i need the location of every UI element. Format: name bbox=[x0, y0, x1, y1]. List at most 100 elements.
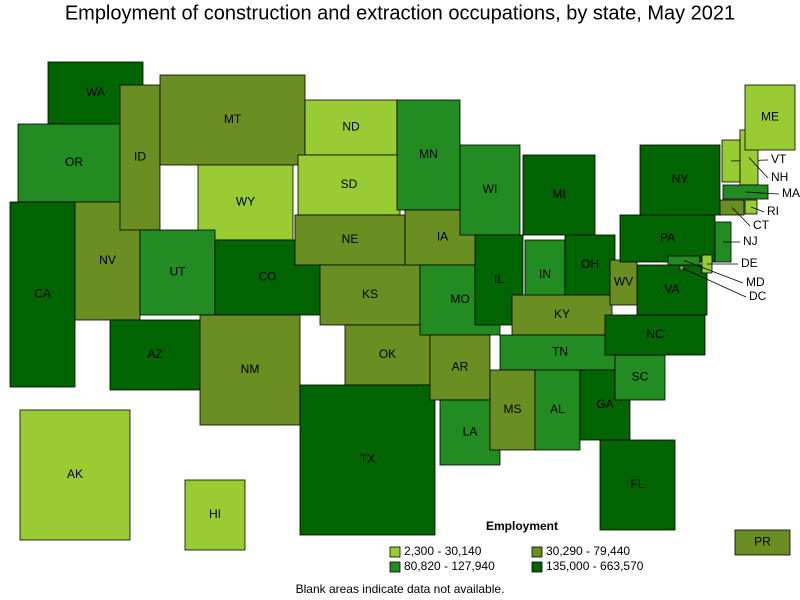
state-label: VA bbox=[664, 282, 679, 296]
state-label: ID bbox=[134, 150, 146, 164]
state bbox=[534, 369, 581, 451]
state-label: PA bbox=[660, 231, 675, 245]
state-label: IL bbox=[494, 272, 504, 286]
state-label: DE bbox=[741, 256, 758, 270]
state-label: AR bbox=[452, 360, 469, 374]
footnote: Blank areas indicate data not available. bbox=[296, 582, 505, 596]
state-label: KS bbox=[362, 287, 378, 301]
state bbox=[734, 529, 791, 556]
state-label: AZ bbox=[147, 347, 162, 361]
legend-title: Employment bbox=[486, 519, 558, 533]
state bbox=[17, 123, 131, 203]
state-label: MS bbox=[504, 402, 522, 416]
state bbox=[297, 154, 401, 216]
state-label: KY bbox=[554, 307, 570, 321]
leader-line bbox=[748, 157, 769, 179]
state-label: CO bbox=[259, 270, 277, 284]
leader-line bbox=[745, 191, 780, 195]
state-label: CA bbox=[34, 287, 51, 301]
state-label: UT bbox=[170, 265, 187, 279]
state-label: VT bbox=[771, 152, 787, 166]
state-label: DC bbox=[749, 289, 767, 303]
state bbox=[564, 234, 616, 296]
state-label: NC bbox=[646, 327, 664, 341]
state-label: AK bbox=[67, 467, 83, 481]
legend-label: 80,820 - 127,940 bbox=[404, 559, 495, 573]
state-label: NH bbox=[771, 170, 788, 184]
state-label: TX bbox=[360, 452, 375, 466]
state bbox=[139, 229, 216, 316]
state-label: NV bbox=[99, 253, 116, 267]
state bbox=[639, 144, 721, 216]
state bbox=[19, 409, 131, 541]
legend-swatch bbox=[389, 546, 401, 558]
state-label: AL bbox=[550, 402, 565, 416]
state bbox=[159, 74, 306, 166]
state bbox=[636, 264, 708, 316]
state bbox=[299, 384, 436, 536]
state bbox=[319, 264, 421, 326]
state bbox=[604, 314, 706, 356]
legend-label: 135,000 - 663,570 bbox=[546, 559, 644, 573]
legend-swatch bbox=[531, 561, 543, 573]
state-label: IA bbox=[437, 230, 448, 244]
state bbox=[294, 214, 406, 266]
state-label: NE bbox=[342, 232, 359, 246]
legend-label: 2,300 - 30,140 bbox=[404, 544, 482, 558]
state-label: WA bbox=[86, 85, 105, 99]
state bbox=[9, 201, 76, 388]
state bbox=[614, 354, 666, 401]
state-label: CT bbox=[753, 218, 770, 232]
state-label: HI bbox=[209, 507, 221, 521]
state-label: TN bbox=[552, 345, 568, 359]
state bbox=[109, 319, 201, 391]
state-label: WV bbox=[614, 275, 633, 289]
state bbox=[744, 84, 796, 151]
state-label: LA bbox=[463, 425, 478, 439]
state-label: OR bbox=[65, 155, 83, 169]
leader-line bbox=[683, 260, 744, 284]
state-label: MI bbox=[552, 187, 565, 201]
leader-line bbox=[731, 207, 751, 227]
state-label: MT bbox=[224, 112, 242, 126]
state bbox=[199, 314, 301, 426]
legend-label: 30,290 - 79,440 bbox=[546, 544, 630, 558]
state bbox=[511, 294, 613, 336]
state-label: GA bbox=[596, 397, 613, 411]
state-label: OH bbox=[581, 257, 599, 271]
state-label: WI bbox=[483, 182, 498, 196]
state bbox=[429, 334, 491, 401]
state-label: MN bbox=[419, 147, 438, 161]
state bbox=[619, 214, 716, 263]
state-label: ND bbox=[342, 120, 360, 134]
state-label: SD bbox=[341, 177, 358, 191]
state-label: RI bbox=[767, 204, 779, 218]
state bbox=[344, 324, 431, 386]
state-label: NM bbox=[241, 362, 260, 376]
state-label: ME bbox=[761, 110, 779, 124]
state-label: WY bbox=[236, 195, 255, 209]
state bbox=[304, 99, 398, 156]
state bbox=[599, 439, 676, 531]
state bbox=[184, 479, 246, 551]
state bbox=[499, 334, 621, 371]
state-label: OK bbox=[379, 347, 396, 361]
leader-line bbox=[681, 267, 747, 298]
state-label: SC bbox=[632, 370, 649, 384]
state-label: MA bbox=[782, 186, 800, 200]
state bbox=[459, 144, 521, 236]
map-title: Employment of construction and extractio… bbox=[65, 2, 735, 24]
state bbox=[522, 154, 596, 236]
state bbox=[119, 84, 161, 231]
state bbox=[396, 99, 461, 211]
state-label: MD bbox=[746, 275, 765, 289]
state-label: NJ bbox=[743, 234, 758, 248]
state-label: MO bbox=[450, 292, 469, 306]
legend-swatch bbox=[389, 561, 401, 573]
leader-line bbox=[750, 206, 765, 213]
state-label: NY bbox=[672, 172, 689, 186]
state-label: FL bbox=[630, 477, 644, 491]
legend-swatch bbox=[531, 546, 543, 558]
state-label: PR bbox=[754, 535, 771, 549]
